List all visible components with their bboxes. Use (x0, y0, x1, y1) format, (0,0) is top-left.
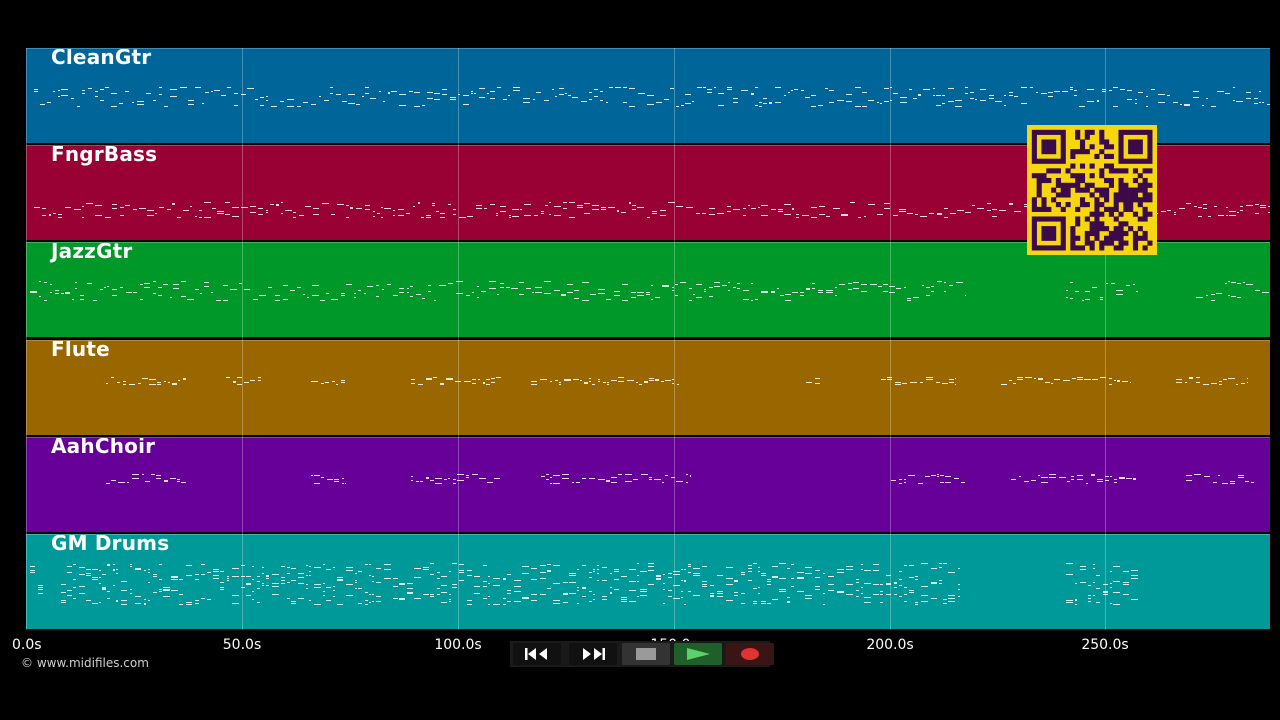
track-name: Flute (51, 340, 110, 361)
note-pattern (106, 474, 1254, 484)
time-axis-label: 50.0s (222, 637, 262, 653)
track-gm-drums[interactable]: GM Drums (26, 534, 1270, 629)
record-button[interactable] (726, 643, 774, 665)
track-name: JazzGtr (51, 242, 133, 263)
track-aahchoir[interactable]: AahChoir (26, 437, 1270, 532)
play-icon (687, 648, 710, 660)
note-pattern (106, 377, 1248, 385)
fast-forward-icon (583, 648, 605, 660)
time-axis-label: 250.0s (1081, 637, 1129, 653)
track-name: FngrBass (51, 145, 158, 166)
stop-button[interactable] (622, 643, 670, 665)
transport-bar (510, 641, 774, 667)
track-name: AahChoir (51, 437, 156, 458)
play-button[interactable] (674, 643, 722, 665)
time-axis-label: 100.0s (434, 637, 482, 653)
track-flute[interactable]: Flute (26, 340, 1270, 435)
track-name: GM Drums (51, 534, 170, 555)
fast-forward-button[interactable] (569, 643, 617, 665)
track-jazzgtr[interactable]: JazzGtr (26, 242, 1270, 337)
rewind-button[interactable] (513, 643, 561, 665)
time-axis-label: 0.0s (12, 637, 42, 653)
track-name: CleanGtr (51, 48, 152, 69)
record-icon (741, 648, 759, 660)
rewind-icon (525, 648, 547, 660)
note-pattern (34, 202, 1270, 218)
stop-icon (636, 648, 656, 660)
note-pattern (30, 563, 1138, 605)
note-pattern (30, 281, 1269, 301)
time-axis-label: 200.0s (866, 637, 914, 653)
copyright-text: © www.midifiles.com (21, 656, 149, 670)
note-pattern (34, 87, 1270, 107)
qr-code-icon[interactable] (1027, 125, 1157, 255)
